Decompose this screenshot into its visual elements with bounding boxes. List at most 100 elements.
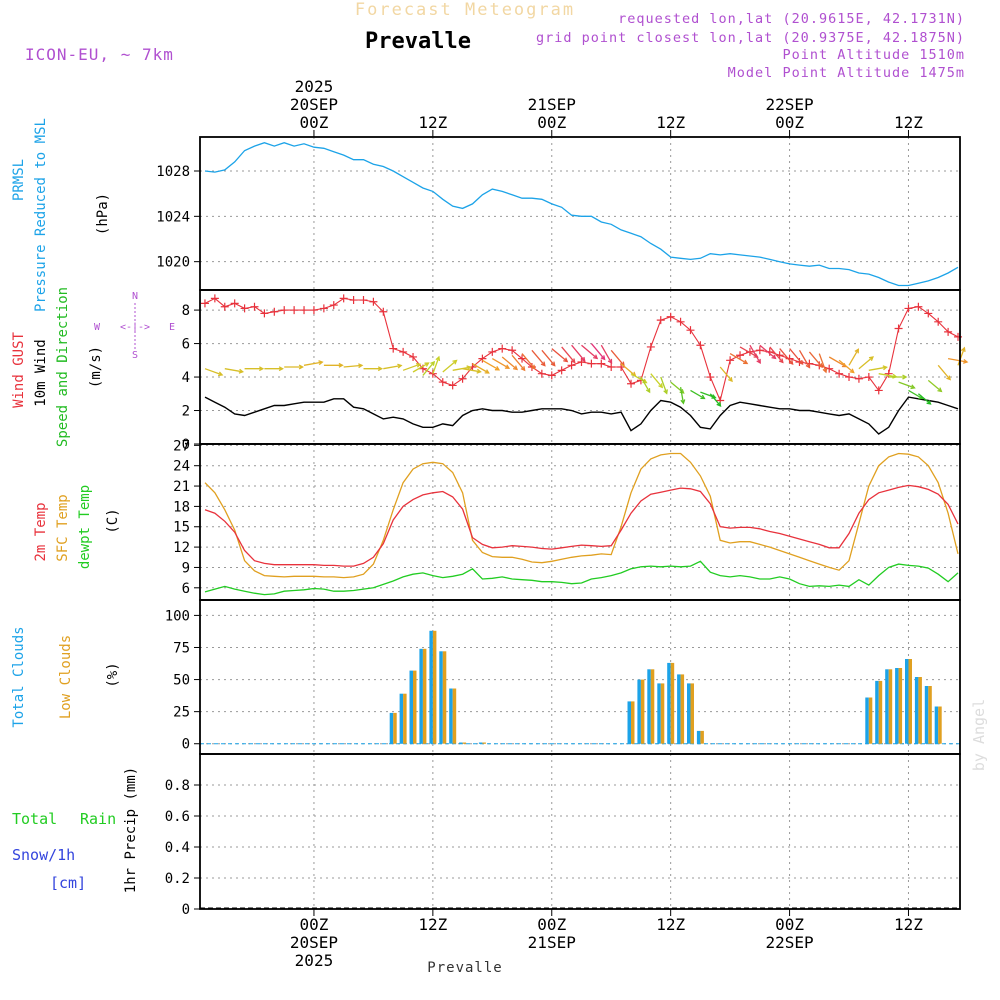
- wind-direction-arrow: [482, 359, 500, 371]
- gust-marker: [369, 297, 378, 306]
- faded-title: Forecast Meteogram: [355, 0, 575, 20]
- low-cloud-bar: [403, 693, 407, 744]
- wind-arrow-head: [902, 374, 908, 380]
- wind-direction-arrow: [551, 348, 568, 362]
- wind-arrow-head: [946, 375, 951, 381]
- wind-direction-arrow: [947, 357, 968, 363]
- total-cloud-bar: [657, 683, 661, 744]
- temp2m-label: 2m Temp: [33, 502, 49, 561]
- wind-arrow-head: [607, 358, 613, 365]
- gust-marker: [567, 361, 576, 370]
- gust-marker: [300, 306, 309, 315]
- y-tick-label: 8: [182, 303, 190, 319]
- rain-label-a: Total: [12, 810, 57, 828]
- wind-arrow-head: [711, 394, 717, 399]
- wind-arrow-head: [338, 362, 344, 368]
- top-time-label: 20SEP: [290, 95, 338, 114]
- top-time-label: 00Z: [775, 113, 804, 132]
- gust-marker: [339, 294, 348, 303]
- gust-marker: [319, 304, 328, 313]
- bottom-time-label: 21SEP: [528, 933, 576, 952]
- wind-direction-arrow: [749, 344, 761, 364]
- wind-direction-arrow: [600, 344, 613, 364]
- wind-direction-arrow: [779, 348, 794, 365]
- wind-direction-arrow: [501, 356, 518, 370]
- grid-layer: [200, 137, 960, 909]
- wind-direction-arrow: [818, 353, 827, 373]
- wind-labels: Wind GUST 10m Wind Speed and Direction (…: [11, 287, 104, 447]
- total-cloud-bar: [885, 669, 889, 744]
- wind-arrow-head: [788, 359, 794, 366]
- y-tick-label: 0.8: [165, 778, 190, 794]
- y-tick-label: 100: [165, 608, 190, 624]
- gust-marker: [448, 381, 457, 390]
- low-cloud-bar: [640, 679, 645, 744]
- sfc-label: SFC Temp: [55, 494, 71, 561]
- total-cloud-bar: [389, 712, 394, 744]
- bottom-time-label: 00Z: [775, 915, 804, 934]
- wind-arrow-head: [818, 363, 823, 369]
- wind-arrow-head: [430, 360, 436, 366]
- wind-arrow-head: [663, 389, 668, 395]
- gust-marker: [884, 369, 893, 378]
- gust-marker: [498, 344, 507, 353]
- wind-arrow-head: [854, 348, 859, 354]
- wind-direction-arrow: [690, 389, 705, 400]
- wind-direction-arrow: [541, 349, 556, 367]
- wind-arrow-head: [424, 362, 430, 367]
- prmsl-label: PRMSL: [11, 159, 27, 201]
- wind-direction-arrow: [838, 359, 855, 373]
- wind-arrow-head: [452, 359, 458, 365]
- low-cloud-bar: [878, 680, 883, 744]
- pressure-labels: PRMSL Pressure Reduced to MSL (hPa): [11, 118, 111, 312]
- axis-labels-layer: 1020102410280246869121518212427025507510…: [156, 77, 923, 970]
- wind-arrow-head: [658, 383, 664, 389]
- top-time-label: 21SEP: [528, 95, 576, 114]
- wind-arrow-head: [318, 360, 324, 366]
- total-cloud-bar: [905, 659, 909, 744]
- wind-direction-arrow: [769, 346, 784, 363]
- wind-direction-arrow: [709, 393, 721, 407]
- low-cloud-bar: [898, 668, 903, 744]
- wind-arrow-head: [728, 376, 733, 383]
- wind-arrow-head: [540, 361, 546, 367]
- requested-coords: requested lon,lat (20.9615E, 42.1731N): [618, 11, 965, 27]
- wind-arrow-head: [476, 368, 482, 374]
- top-time-label: 00Z: [537, 113, 566, 132]
- wind-arrow-head: [258, 366, 265, 372]
- total-cloud-bar: [478, 742, 483, 744]
- top-time-label: 00Z: [299, 113, 328, 132]
- gust-marker: [934, 317, 943, 326]
- gust-marker: [200, 299, 209, 308]
- total-cloud-bar: [449, 688, 453, 744]
- low-cloud-bar: [452, 688, 457, 744]
- gust-marker: [557, 366, 566, 375]
- wind-arrow-head: [298, 364, 304, 370]
- wind-direction-arrow: [303, 361, 323, 366]
- low-cloud-bar: [680, 674, 685, 744]
- gust-label: Wind GUST: [11, 332, 27, 408]
- wind-arrow-head: [716, 401, 722, 407]
- gust-marker: [666, 312, 675, 321]
- low-cloud-bar: [908, 659, 912, 744]
- wind-arrow-head: [512, 365, 519, 371]
- y-tick-label: 27: [173, 438, 190, 454]
- watermark: by Angel: [970, 699, 988, 771]
- temp-unit: (C): [105, 508, 121, 533]
- cloud-labels: Total Clouds Low Clouds (%): [11, 626, 121, 727]
- wind-arrow-head: [849, 368, 855, 374]
- wind-arrow-head: [771, 354, 777, 360]
- gust-marker: [854, 374, 863, 383]
- gust-marker: [290, 306, 299, 315]
- wind-arrow-head: [963, 358, 969, 364]
- rain-label-b: Rain: [80, 810, 116, 828]
- gust-marker: [508, 346, 517, 355]
- temp2m-line: [204, 484, 959, 567]
- wind-direction-arrow: [412, 362, 429, 373]
- wind-direction-arrow: [650, 373, 663, 388]
- low-cloud-bar: [888, 669, 893, 744]
- total-cloud-bar: [914, 677, 919, 744]
- y-tick-label: 2: [182, 404, 190, 420]
- wind-arrow-head: [466, 365, 472, 371]
- wind-arrow-head: [910, 384, 916, 390]
